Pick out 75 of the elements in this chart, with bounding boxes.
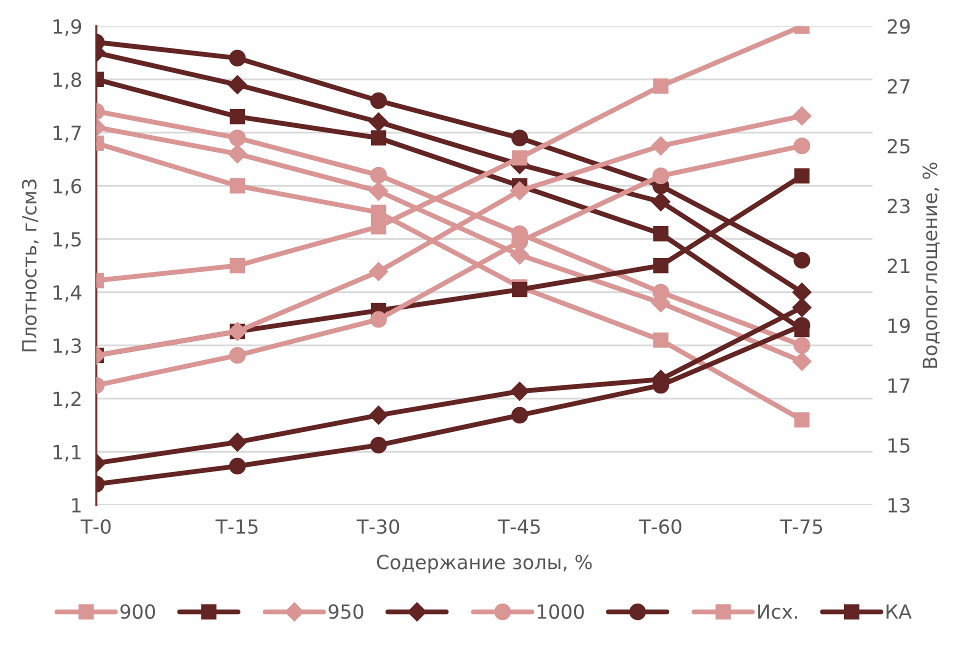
point: [510, 382, 530, 401]
point: [370, 219, 386, 234]
legend-label: 950: [328, 604, 364, 619]
point: [653, 226, 668, 242]
point: [792, 106, 812, 126]
y2-tick-label: 19: [888, 318, 910, 334]
y-axis-title: Плотность, г/см3: [22, 180, 39, 352]
point: [792, 282, 812, 302]
legend-label: КА: [886, 604, 912, 619]
point: [370, 311, 387, 328]
point: [370, 166, 387, 184]
y-tick-label: 1,7: [54, 126, 81, 142]
x-tick-label: Т-60: [638, 519, 682, 534]
point: [794, 138, 810, 154]
point: [229, 347, 246, 364]
y2-tick-label: 27: [888, 79, 910, 94]
y-tick-label: 1,2: [54, 392, 80, 408]
x-tick-label: Т-75: [780, 519, 822, 534]
y2-axis-title: Водопоглощение, %: [922, 162, 940, 368]
legend-label: 1000: [538, 604, 584, 619]
legend-label: 900: [120, 604, 156, 619]
x-tick-label: Т-0: [80, 519, 111, 534]
y2-tick-label: 13: [888, 498, 910, 513]
point: [369, 262, 388, 282]
y-tick-label: 1,1: [54, 445, 81, 462]
point: [230, 178, 246, 194]
point: [229, 458, 246, 474]
point: [653, 78, 668, 94]
y-tick-label: 1,9: [54, 19, 82, 36]
point: [229, 50, 246, 66]
point: [369, 112, 388, 132]
y2-tick-label: 29: [888, 19, 910, 34]
point: [794, 252, 810, 269]
point: [651, 192, 670, 212]
point: [653, 258, 668, 274]
point: [228, 75, 247, 94]
y-tick-label: 1,4: [54, 285, 82, 302]
point: [652, 167, 670, 184]
point: [370, 130, 386, 146]
point: [229, 130, 246, 146]
point: [792, 352, 812, 371]
y2-tick-label: 21: [888, 258, 910, 273]
point: [794, 337, 810, 354]
y-tick-label: 1,8: [54, 72, 82, 90]
point: [511, 406, 528, 424]
point: [653, 332, 668, 348]
point: [369, 182, 388, 201]
y2-tick-label: 23: [888, 198, 910, 214]
point: [651, 136, 670, 156]
y-tick-label: 1: [72, 498, 81, 512]
x-tick-label: Т-30: [356, 519, 400, 534]
y2-tick-label: 17: [888, 378, 910, 393]
point: [792, 298, 812, 318]
x-tick-label: Т-45: [498, 519, 540, 534]
point: [228, 432, 247, 452]
y-tick-label: 1,5: [54, 232, 81, 249]
x-tick-label: Т-15: [216, 519, 258, 534]
point: [369, 406, 388, 425]
x-axis-title: Содержание золы, %: [376, 554, 592, 574]
y2-tick-label: 25: [888, 138, 910, 154]
y2-tick-label: 15: [888, 438, 910, 453]
point: [794, 412, 810, 428]
legend-label: Исх.: [758, 604, 798, 619]
point: [230, 109, 246, 124]
point: [230, 258, 246, 274]
point: [794, 168, 810, 184]
point: [510, 181, 530, 200]
point: [370, 92, 387, 110]
point: [512, 150, 528, 166]
y-tick-label: 1,3: [54, 338, 81, 356]
point: [511, 130, 528, 146]
point: [370, 204, 386, 220]
point: [370, 436, 387, 454]
point: [228, 144, 247, 164]
y-tick-label: 1,6: [54, 178, 82, 196]
